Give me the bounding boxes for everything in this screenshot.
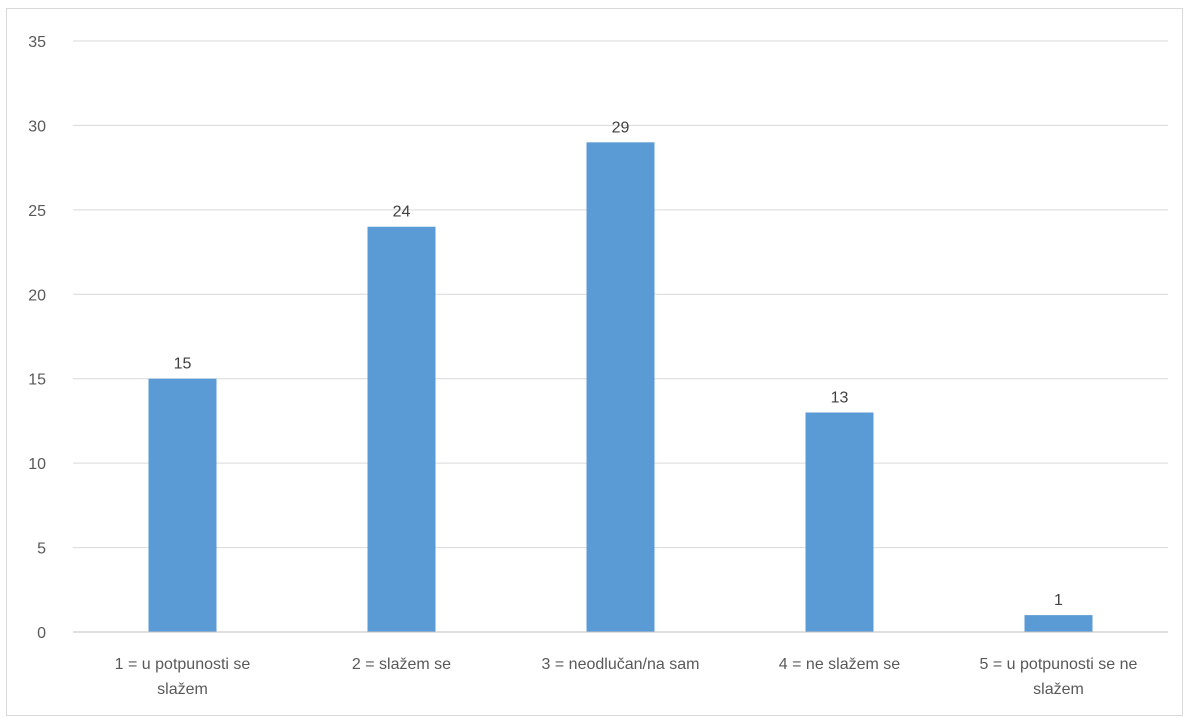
y-tick-label: 20 <box>28 287 46 304</box>
y-tick-label: 5 <box>37 541 46 558</box>
y-tick-label: 25 <box>28 203 46 220</box>
y-tick-label: 15 <box>28 372 46 389</box>
data-label: 29 <box>612 119 630 136</box>
data-label: 24 <box>393 204 411 221</box>
bar <box>367 226 436 632</box>
data-labels: 15 24 29 13 1 <box>174 119 1063 609</box>
category-label: slažem <box>1033 681 1084 698</box>
category-label: 4 = ne slažem se <box>779 656 901 673</box>
y-tick-label: 0 <box>37 625 46 642</box>
bars <box>148 142 1093 633</box>
data-label: 13 <box>831 389 849 406</box>
y-axis-ticks: 0 5 10 15 20 25 30 35 <box>28 34 46 642</box>
y-tick-label: 35 <box>28 34 46 51</box>
category-label: 2 = slažem se <box>352 656 451 673</box>
bar <box>805 412 874 632</box>
category-label: 1 = u potpunosti se <box>115 656 251 673</box>
y-tick-label: 30 <box>28 118 46 135</box>
bar <box>586 142 655 633</box>
y-tick-label: 10 <box>28 456 46 473</box>
bar <box>148 378 217 632</box>
category-label: slažem <box>157 681 208 698</box>
category-label: 3 = neodlučan/na sam <box>542 656 700 673</box>
category-label: 5 = u potpunosti se ne <box>980 656 1138 673</box>
category-labels: 1 = u potpunosti se slažem 2 = slažem se 3 … <box>115 656 1138 698</box>
bar <box>1024 615 1093 632</box>
data-label: 1 <box>1054 592 1063 609</box>
data-label: 15 <box>174 356 192 373</box>
